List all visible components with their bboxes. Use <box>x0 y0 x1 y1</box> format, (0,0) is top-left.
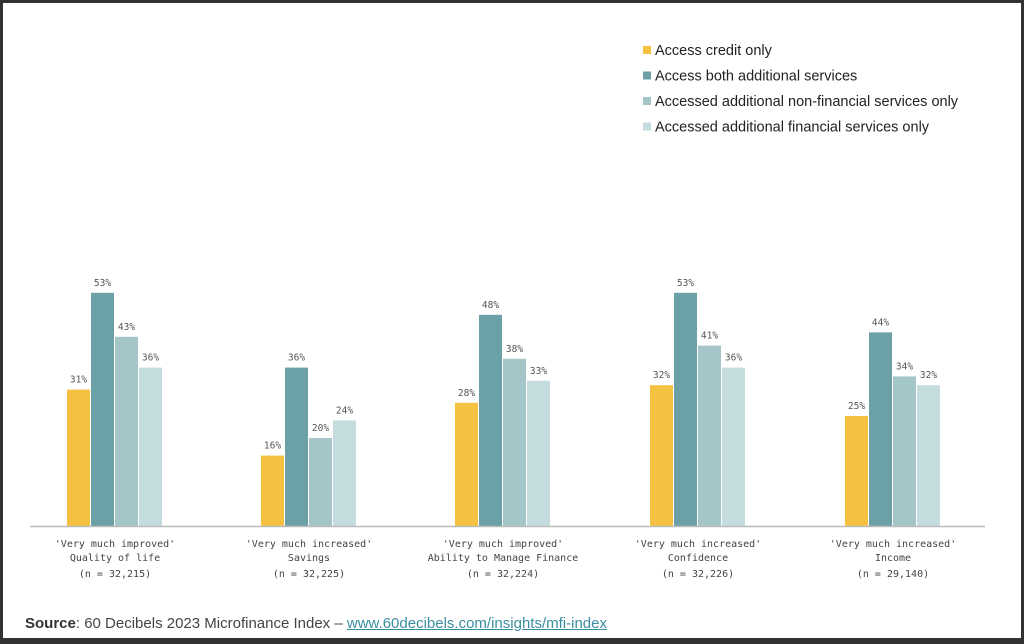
data-label: 33% <box>530 366 547 377</box>
data-label: 36% <box>288 353 305 364</box>
category-label: (n = 32,225) <box>273 569 345 580</box>
legend-swatch <box>643 122 651 131</box>
bar <box>722 367 745 526</box>
category-label: Confidence <box>668 553 728 564</box>
category-label: 'Very much increased' <box>246 539 372 550</box>
bar <box>479 314 502 526</box>
data-label: 20% <box>312 423 329 434</box>
category-label: 'Very much increased' <box>635 539 761 550</box>
category-label: Quality of life <box>70 553 160 564</box>
bar <box>309 438 332 526</box>
legend-label: Access credit only <box>655 43 773 59</box>
data-label: 24% <box>336 405 353 416</box>
data-label: 44% <box>872 317 889 328</box>
bar <box>115 336 138 526</box>
data-label: 28% <box>458 388 475 399</box>
category-label: Ability to Manage Finance <box>428 553 579 564</box>
bar <box>845 416 868 526</box>
bar <box>139 367 162 526</box>
category-label: Income <box>875 553 911 564</box>
bar <box>333 420 356 526</box>
legend-swatch <box>643 71 651 80</box>
legend-swatch <box>643 97 651 105</box>
category-label: 'Very much improved' <box>55 539 175 550</box>
category-label: (n = 29,140) <box>857 569 929 580</box>
bar <box>285 367 308 526</box>
bar <box>455 402 478 526</box>
category-label: Savings <box>288 553 330 564</box>
bar <box>698 345 721 526</box>
source-link[interactable]: www.60decibels.com/insights/mfi-index <box>346 615 607 632</box>
bar <box>869 332 892 526</box>
data-label: 41% <box>701 331 718 342</box>
bar <box>893 376 916 526</box>
source-text: : 60 Decibels 2023 Microfinance Index – <box>75 615 347 632</box>
source-note: Source: 60 Decibels 2023 Microfinance In… <box>25 615 607 632</box>
bar <box>67 389 90 526</box>
data-label: 53% <box>677 278 694 289</box>
bar <box>650 385 673 526</box>
bar <box>674 292 697 526</box>
legend-label: Accessed additional financial services o… <box>655 120 930 136</box>
data-label: 16% <box>264 441 281 452</box>
legend-swatch <box>643 46 651 54</box>
category-label: 'Very much increased' <box>830 539 956 550</box>
data-label: 34% <box>896 361 913 372</box>
data-label: 25% <box>848 401 865 412</box>
data-label: 32% <box>653 370 670 381</box>
data-label: 48% <box>482 300 499 311</box>
data-label: 53% <box>94 278 111 289</box>
data-label: 36% <box>142 353 159 364</box>
category-label: (n = 32,224) <box>467 569 539 580</box>
data-label: 36% <box>725 353 742 364</box>
data-label: 43% <box>118 322 135 333</box>
legend-label: Accessed additional non-financial servic… <box>655 94 959 110</box>
category-label: (n = 32,215) <box>79 569 151 580</box>
data-label: 32% <box>920 370 937 381</box>
bar <box>527 380 550 526</box>
bar <box>503 358 526 526</box>
legend-label: Access both additional services <box>655 69 857 85</box>
category-label: 'Very much improved' <box>443 539 563 550</box>
source-label: Source <box>25 615 76 632</box>
category-label: (n = 32,226) <box>662 569 734 580</box>
bar <box>917 385 940 526</box>
data-label: 38% <box>506 344 523 355</box>
bar <box>91 292 114 526</box>
data-label: 31% <box>70 375 87 386</box>
bar-chart: Access credit only Access both additional… <box>30 43 985 580</box>
bar <box>261 455 284 526</box>
